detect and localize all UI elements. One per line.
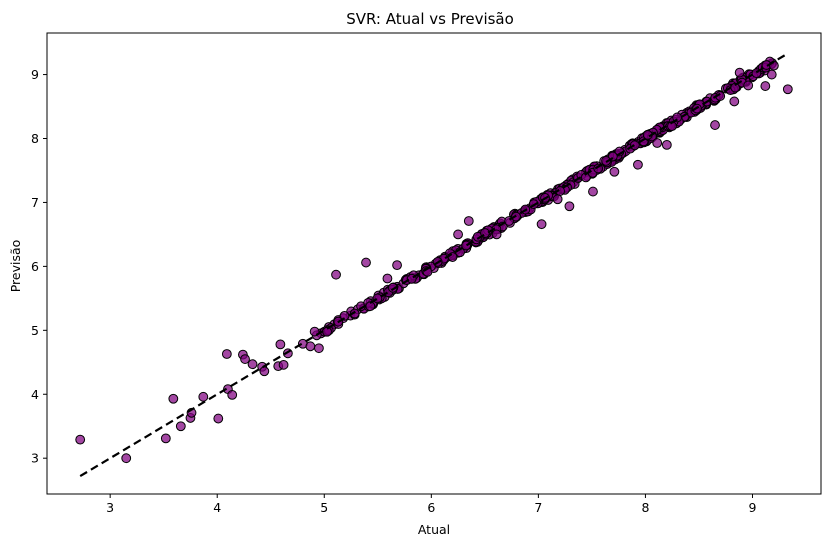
data-point — [491, 229, 502, 240]
data-point — [278, 359, 289, 370]
y-axis: 3 4 5 6 7 8 9 — [31, 67, 47, 466]
data-point — [729, 96, 740, 107]
data-point — [661, 139, 672, 150]
x-tick-label: 5 — [320, 500, 328, 515]
data-point — [198, 391, 209, 402]
x-tick-label: 7 — [534, 500, 542, 515]
chart-title: SVR: Atual vs Previsão — [346, 10, 514, 28]
data-point — [588, 186, 598, 197]
data-point — [349, 308, 360, 319]
data-point — [213, 413, 224, 424]
data-point — [652, 138, 663, 148]
x-tick-label: 6 — [427, 500, 435, 515]
data-point — [331, 269, 341, 280]
data-point — [314, 343, 324, 354]
data-point — [305, 341, 316, 352]
data-point — [168, 393, 179, 404]
data-point — [629, 140, 640, 151]
plot-frame — [46, 32, 822, 495]
data-point — [275, 339, 286, 350]
data-point — [743, 80, 754, 91]
data-point — [361, 257, 371, 268]
y-tick-label: 7 — [31, 195, 39, 210]
data-point — [240, 354, 250, 364]
data-point — [766, 69, 777, 80]
y-tick-label: 6 — [31, 259, 39, 274]
data-point — [760, 81, 771, 91]
data-point — [734, 67, 745, 78]
data-point — [782, 84, 793, 95]
data-point — [564, 201, 575, 212]
y-tick-label: 8 — [31, 131, 39, 146]
data-point — [710, 120, 720, 130]
data-point — [227, 389, 238, 400]
x-tick-label: 9 — [749, 500, 757, 515]
x-tick-label: 4 — [213, 500, 221, 515]
data-point — [447, 252, 458, 262]
data-point — [221, 349, 232, 359]
x-tick-label: 8 — [641, 500, 649, 515]
y-tick-label: 5 — [31, 323, 39, 338]
data-point — [633, 159, 643, 170]
data-point — [552, 194, 563, 205]
data-point — [392, 260, 402, 270]
data-point — [536, 219, 547, 230]
plot-area — [75, 52, 793, 478]
y-tick-label: 3 — [31, 451, 39, 466]
data-point — [463, 216, 474, 226]
data-point — [175, 421, 186, 432]
data-point — [75, 434, 86, 445]
x-axis: 3 4 5 6 7 8 9 — [106, 494, 757, 515]
y-tick-label: 9 — [31, 67, 39, 82]
data-point — [121, 453, 132, 464]
data-point — [259, 366, 270, 377]
data-point — [382, 273, 393, 284]
x-axis-label: Atual — [418, 522, 450, 537]
data-point — [453, 229, 463, 240]
data-point — [609, 166, 620, 177]
data-point — [160, 433, 171, 444]
data-point — [247, 359, 258, 370]
y-axis-label: Previsão — [8, 240, 23, 293]
y-tick-label: 4 — [31, 387, 39, 402]
x-tick-label: 3 — [106, 500, 114, 515]
